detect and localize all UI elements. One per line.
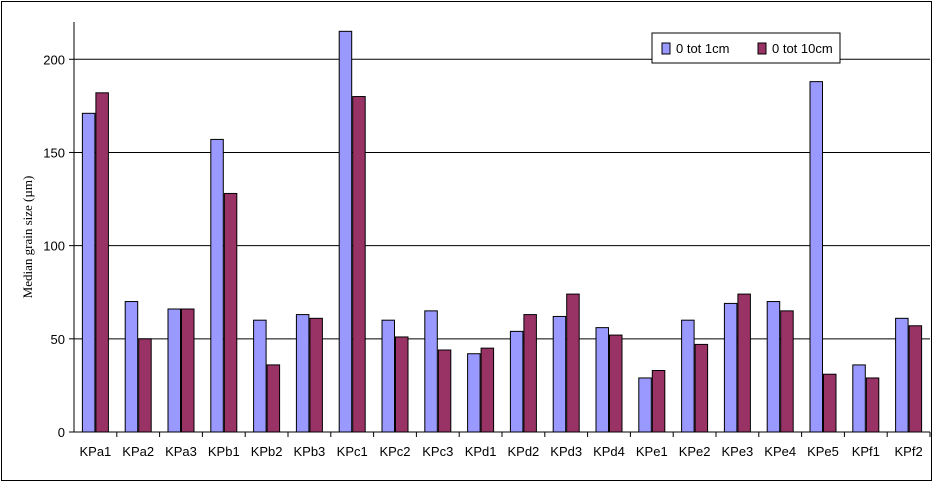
bar-KPb3-series-1 [295, 314, 310, 433]
x-tick-label: KPd4 [593, 444, 625, 459]
legend-box [651, 32, 841, 64]
bar-KPf1-series-1 [852, 364, 866, 433]
bar-KPc3-series-2 [437, 349, 452, 433]
bar-KPa1-series-2 [95, 92, 109, 433]
bar-KPc2-series-1 [381, 319, 395, 433]
bar-KPe2-series-1 [681, 319, 695, 433]
bar-KPd3-series-2 [566, 293, 580, 433]
bar-KPe5-series-2 [823, 373, 837, 433]
legend-swatch-series-1 [661, 42, 671, 55]
bar-KPa1-series-1 [81, 112, 96, 433]
x-tick-label: KPe4 [764, 444, 796, 459]
bar-KPe3-series-2 [737, 293, 751, 433]
bar-KPe2-series-2 [694, 343, 709, 433]
x-tick-label: KPd2 [507, 444, 539, 459]
bars [81, 30, 923, 433]
x-tick-label: KPe2 [679, 444, 711, 459]
legend-swatch-series-2 [757, 42, 767, 55]
y-tick-label: 200 [43, 52, 65, 67]
bar-KPb2-series-1 [253, 319, 267, 433]
bar-KPf2-series-1 [895, 317, 909, 433]
bar-KPe4-series-1 [766, 301, 781, 433]
bar-KPe3-series-1 [723, 302, 738, 433]
bar-KPc3-series-1 [424, 310, 438, 433]
bar-KPe1-series-2 [651, 370, 666, 433]
bar-KPd1-series-2 [480, 347, 495, 433]
bar-KPd1-series-1 [467, 353, 481, 433]
y-tick-label: 0 [58, 425, 65, 440]
x-tick-label: KPf2 [895, 444, 923, 459]
x-tick-label: KPe5 [807, 444, 839, 459]
x-tick-label: KPc1 [337, 444, 368, 459]
bar-KPd2-series-1 [509, 330, 524, 433]
x-tick-label: KPe1 [636, 444, 668, 459]
bar-KPf1-series-2 [865, 377, 880, 433]
x-tick-label: KPb1 [208, 444, 240, 459]
y-tick-label: 100 [43, 239, 65, 254]
y-axis-label: Median grain size (µm) [20, 176, 35, 299]
bar-KPe5-series-1 [809, 81, 823, 433]
bar-KPa2-series-2 [138, 338, 152, 433]
x-tick-label: KPb3 [293, 444, 325, 459]
x-tick-label: KPf1 [852, 444, 880, 459]
bar-KPa3-series-1 [167, 308, 181, 433]
y-tick-label: 150 [43, 145, 65, 160]
bar-KPe4-series-2 [780, 310, 794, 433]
bar-KPd3-series-1 [552, 315, 567, 433]
bar-KPa3-series-2 [181, 308, 195, 433]
x-tick-label: KPe3 [721, 444, 753, 459]
x-tick-label: KPa2 [122, 444, 154, 459]
bar-KPb3-series-2 [309, 317, 323, 433]
bar-KPc1-series-2 [352, 96, 366, 433]
x-tick-labels: KPa1 KPa2 KPa3 KPb1 KPb2 KPb3 KPc1 KPc2 KPc3 KPd1… [79, 444, 922, 459]
x-tick-label: KPc3 [422, 444, 453, 459]
x-tick-label: KPb2 [251, 444, 283, 459]
x-tick-label: KPa1 [79, 444, 111, 459]
x-tick-label: KPc2 [379, 444, 410, 459]
bar-KPc2-series-2 [395, 336, 409, 433]
legend-label-series-1: 0 tot 1cm [676, 41, 729, 56]
bar-KPc1-series-1 [338, 30, 353, 433]
legend-label-series-2: 0 tot 10cm [772, 41, 833, 56]
bar-KPb2-series-2 [266, 364, 281, 433]
bar-KPd4-series-2 [609, 334, 623, 433]
x-tick-label: KPa3 [165, 444, 197, 459]
bar-KPb1-series-1 [210, 138, 224, 433]
y-tick-label: 50 [51, 332, 65, 347]
gridlines [74, 58, 930, 340]
bar-KPd4-series-1 [595, 327, 609, 433]
bar-KPe1-series-1 [638, 377, 652, 433]
bar-KPf2-series-2 [908, 325, 923, 433]
x-tick-label: KPd3 [550, 444, 582, 459]
axes [69, 22, 931, 437]
bar-KPa2-series-1 [124, 301, 139, 433]
x-tick-label: KPd1 [465, 444, 497, 459]
bar-KPd2-series-2 [523, 314, 537, 433]
legend: 0 tot 1cm 0 tot 10cm [651, 32, 841, 64]
bar-KPb1-series-2 [223, 192, 238, 433]
y-tick-labels: 0 50 100 150 200 [43, 52, 65, 440]
